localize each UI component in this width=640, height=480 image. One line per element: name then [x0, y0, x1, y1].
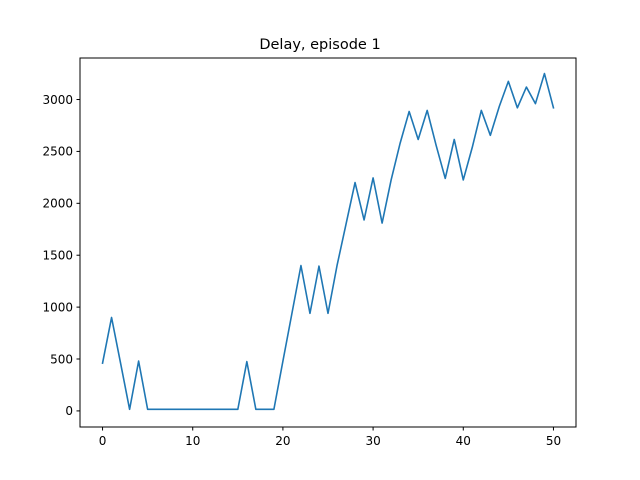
data-point [381, 222, 383, 224]
data-point [444, 178, 446, 180]
y-tick-label: 2500 [42, 145, 73, 159]
data-point [408, 111, 410, 113]
data-point [372, 177, 374, 179]
data-point [526, 86, 528, 88]
chart-title: Delay, episode 1 [259, 37, 380, 53]
data-point [165, 409, 167, 411]
series-line [101, 72, 555, 411]
data-point [228, 409, 230, 411]
data-point [318, 265, 320, 267]
data-point [255, 409, 257, 411]
data-point [201, 409, 203, 411]
y-tick-label: 3000 [42, 93, 73, 107]
data-point [499, 105, 501, 107]
data-point [111, 317, 113, 319]
data-point [246, 361, 248, 363]
y-tick-label: 500 [50, 352, 73, 366]
data-point [354, 182, 356, 184]
axes-frame [79, 57, 577, 428]
data-point [102, 362, 104, 364]
data-point [156, 409, 158, 411]
data-point [426, 110, 428, 112]
data-point [237, 409, 239, 411]
data-point [390, 179, 392, 181]
data-point [471, 146, 473, 148]
data-point [219, 409, 221, 411]
x-tick-label: 30 [365, 434, 380, 448]
data-point [309, 313, 311, 315]
data-point [264, 409, 266, 411]
data-point [481, 110, 483, 112]
data-point [147, 409, 149, 411]
x-tick-label: 0 [99, 434, 107, 448]
data-point [490, 135, 492, 137]
y-tick-label: 0 [65, 404, 73, 418]
data-point [453, 139, 455, 141]
data-point [435, 145, 437, 147]
data-point [553, 107, 555, 109]
data-point [363, 219, 365, 221]
data-point [462, 179, 464, 181]
x-tick-label: 20 [275, 434, 290, 448]
data-point [183, 409, 185, 411]
y-tick-label: 1000 [42, 300, 73, 314]
data-point [327, 313, 329, 315]
data-point [399, 142, 401, 144]
data-point [300, 265, 302, 267]
plot-area [101, 72, 555, 411]
data-point [282, 360, 284, 362]
data-point [210, 409, 212, 411]
data-point [174, 409, 176, 411]
data-point [273, 409, 275, 411]
x-tick-label: 50 [546, 434, 561, 448]
data-point [129, 409, 131, 411]
data-point [120, 362, 122, 364]
data-point [138, 360, 140, 362]
data-point [544, 73, 546, 75]
x-tick-label: 40 [456, 434, 471, 448]
x-tick-label: 10 [185, 434, 200, 448]
y-tick-label: 2000 [42, 197, 73, 211]
data-point [291, 313, 293, 315]
data-point [508, 81, 510, 83]
y-tick-label: 1500 [42, 249, 73, 263]
data-point [345, 223, 347, 225]
data-point [192, 409, 194, 411]
data-point [535, 103, 537, 105]
data-point [336, 265, 338, 267]
data-point [417, 139, 419, 141]
data-point [517, 107, 519, 109]
